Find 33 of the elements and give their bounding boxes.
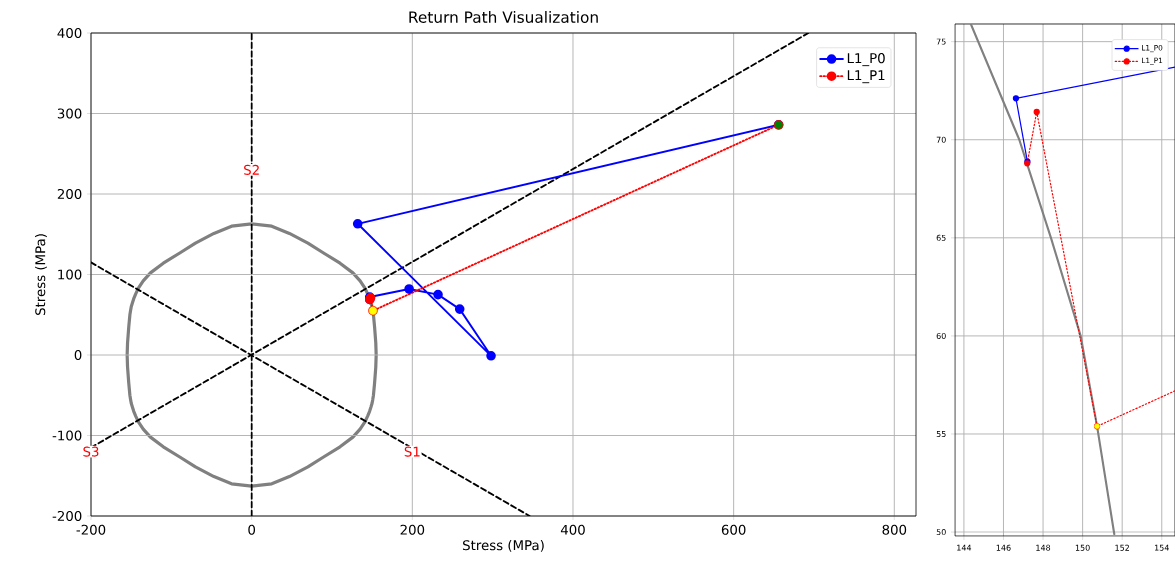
- y-tick-label: 70: [936, 136, 946, 143]
- x-tick-label: 0: [248, 524, 256, 535]
- y-tick-label: -200: [52, 510, 82, 522]
- y-axis-title: Stress (MPa): [35, 234, 47, 315]
- x-tick-label: 150: [1075, 544, 1090, 551]
- x-tick-label: 148: [1036, 544, 1051, 551]
- x-axis-title: Stress (MPa): [463, 539, 544, 552]
- y-tick-label: 400: [57, 27, 82, 39]
- y-tick-label: -100: [52, 430, 82, 441]
- annotation: S3: [83, 446, 99, 457]
- y-tick-label: 65: [936, 234, 946, 241]
- x-tick-label: 200: [400, 524, 425, 535]
- x-tick-label: 146: [996, 544, 1011, 551]
- x-tick-label: 800: [882, 524, 907, 535]
- y-tick-label: 55: [936, 431, 946, 437]
- y-tick-label: 60: [936, 332, 946, 339]
- x-tick-label: 600: [721, 524, 746, 535]
- y-tick-label: 0: [74, 349, 82, 361]
- x-tick-label: 144: [957, 544, 972, 551]
- annotation: S2: [244, 164, 259, 175]
- annotation: S1: [404, 446, 420, 457]
- x-tick-label: 400: [560, 524, 585, 535]
- x-tick-label: 154: [1154, 544, 1169, 551]
- y-tick-label: 75: [936, 38, 946, 45]
- y-tick-label: 50: [936, 529, 946, 536]
- legend-label: L1_P1: [847, 70, 885, 84]
- chart-title: Return Path Visualization: [409, 11, 598, 23]
- y-tick-label: 100: [58, 269, 82, 280]
- y-tick-label: 200: [57, 188, 82, 200]
- y-tick-label: 300: [57, 108, 82, 119]
- legend-label: L1_P0: [847, 53, 885, 67]
- x-tick-label: 152: [1115, 544, 1130, 551]
- x-tick-label: -200: [76, 524, 106, 535]
